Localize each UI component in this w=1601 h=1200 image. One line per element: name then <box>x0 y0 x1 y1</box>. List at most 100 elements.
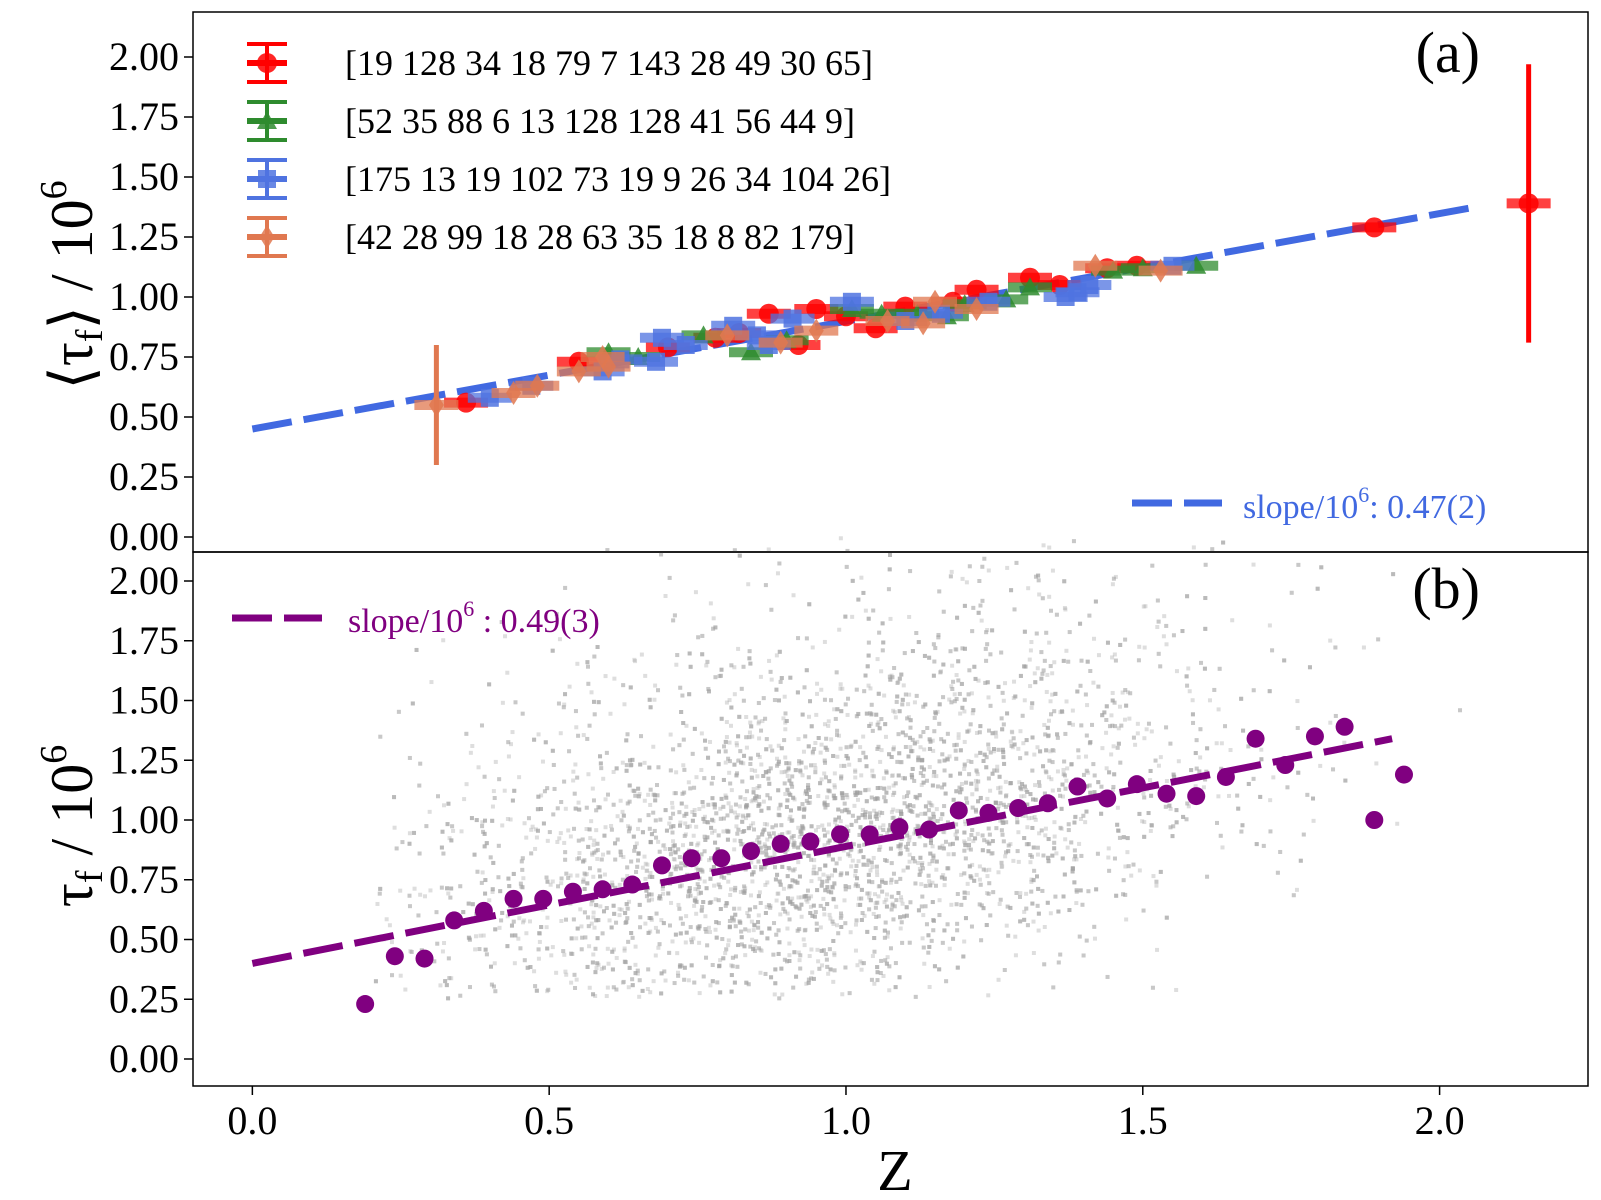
panel-b-cloud-point <box>1033 817 1038 822</box>
panel-b-cloud-point <box>1123 688 1128 693</box>
panel-b-cloud-point <box>837 815 842 820</box>
panel-b-cloud-point <box>1039 828 1044 833</box>
panel-b-cloud-point <box>635 968 640 973</box>
panel-b-cloud-point <box>766 903 771 908</box>
panel-b-cloud-point <box>967 564 972 569</box>
panel-b-cloud-point <box>835 728 840 733</box>
panel-b-cloud-point <box>1307 665 1312 670</box>
panel-b-cloud-point <box>694 911 699 916</box>
panel-b-cloud-point <box>884 790 889 795</box>
panel-b-cloud-point <box>1013 934 1018 939</box>
panel-b-cloud-point <box>834 923 839 928</box>
panel-b-cloud-point <box>1149 823 1154 828</box>
panel-b-cloud-point <box>569 936 574 941</box>
panel-b-cloud-point <box>1020 713 1025 718</box>
panel-b-cloud-point <box>536 794 541 799</box>
panel-b-cloud-point <box>677 823 682 828</box>
panel-b-cloud-point <box>711 819 716 824</box>
panel-b-cloud-point <box>823 863 828 868</box>
panel-b-cloud-point <box>788 808 793 813</box>
panel-b-cloud-point <box>502 788 507 793</box>
panel-b-cloud-point <box>1212 687 1217 692</box>
panel-b-cloud-point <box>1052 846 1057 851</box>
panel-b-cloud-point <box>697 885 702 890</box>
panel-b-cloud-point <box>867 891 872 896</box>
panel-b-cloud-point <box>717 963 722 968</box>
panel-b-cloud-point <box>840 793 845 798</box>
panel-b-cloud-point <box>582 910 587 915</box>
panel-b-cloud-point <box>673 791 678 796</box>
panel-b-cloud-point <box>687 692 692 697</box>
panel-b-cloud-point <box>1030 735 1035 740</box>
panel-b-cloud-point <box>569 951 574 956</box>
panel-b-cloud-point <box>751 870 756 875</box>
panel-b-cloud-point <box>640 988 645 993</box>
panel-b-cloud-point <box>1105 640 1110 645</box>
panel-b-cloud-point <box>744 980 749 985</box>
panel-b-cloud-point <box>1184 817 1189 822</box>
panel-b-cloud-point <box>622 948 627 953</box>
panel-b-cloud-point <box>587 723 592 728</box>
panel-b-cloud-point <box>789 884 794 889</box>
panel-b-cloud-point <box>931 855 936 860</box>
panel-b-cloud-point <box>1048 911 1053 916</box>
panel-b-cloud-point <box>721 829 726 834</box>
panel-b-cloud-point <box>932 729 937 734</box>
panel-b-cloud-point <box>770 825 775 830</box>
panel-b-cloud-point <box>1035 745 1040 750</box>
panel-b-cloud-point <box>911 804 916 809</box>
panel-b-cloud-point <box>851 842 856 847</box>
panel-b-cloud-point <box>823 805 828 810</box>
panel-b-cloud-point <box>951 852 956 857</box>
panel-b-cloud-point <box>912 842 917 847</box>
panel-b-cloud-point <box>875 900 880 905</box>
panel-b-cloud-point <box>773 981 778 986</box>
panel-b-cloud-point <box>916 860 921 865</box>
panel-b-cloud-point <box>1001 802 1006 807</box>
panel-b-cloud-point <box>706 755 711 760</box>
panel-b-cloud-point <box>860 911 865 916</box>
panel-b-cloud-point <box>648 787 653 792</box>
panel-b-cloud-point <box>492 961 497 966</box>
panel-b-cloud-point <box>943 791 948 796</box>
panel-b-cloud-point <box>966 692 971 697</box>
panel-b-cloud-point <box>1079 853 1084 858</box>
panel-b-cloud-point <box>987 841 992 846</box>
panel-b-cloud-point <box>1100 713 1105 718</box>
panel-b-cloud-point <box>1022 664 1027 669</box>
panel-b-cloud-point <box>762 821 767 826</box>
panel-b-cloud-point <box>1004 820 1009 825</box>
panel-b-cloud-point <box>699 852 704 857</box>
panel-b-cloud-point <box>476 765 481 770</box>
panel-b-cloud-point <box>773 865 778 870</box>
panel-b-cloud-point <box>1227 793 1232 798</box>
panel-b-cloud-point <box>705 835 710 840</box>
panel-b-cloud-point <box>653 793 658 798</box>
panel-b-cloud-point <box>611 947 616 952</box>
panel-b-cloud-point <box>690 818 695 823</box>
panel-b-cloud-point <box>768 744 773 749</box>
panel-b-cloud-point <box>761 773 766 778</box>
panel-b-cloud-point <box>897 676 902 681</box>
panel-b-cloud-point <box>872 949 877 954</box>
panel-b-cloud-point <box>1062 759 1067 764</box>
panel-b-cloud-point <box>839 774 844 779</box>
panel-b-cloud-point <box>952 743 957 748</box>
panel-b-cloud-point <box>706 686 711 691</box>
panel-b-cloud-point <box>1003 794 1008 799</box>
panel-b-cloud-point <box>646 898 651 903</box>
panel-b-cloud-point <box>673 791 678 796</box>
panel-b-cloud-point <box>954 829 959 834</box>
panel-b-cloud-point <box>811 903 816 908</box>
panel-b-cloud-point <box>986 742 991 747</box>
panel-b-cloud-point <box>694 824 699 829</box>
panel-b-cloud-point <box>774 932 779 937</box>
panel-b-cloud-point <box>1197 769 1202 774</box>
panel-b-cloud-point <box>629 931 634 936</box>
panel-b-cloud-point <box>432 959 437 964</box>
panel-b-cloud-point <box>733 888 738 893</box>
panel-b-cloud-point <box>730 964 735 969</box>
panel-a-ytick-label-4: 1.00 <box>109 274 179 319</box>
panel-b-cloud-point <box>703 927 708 932</box>
panel-b-cloud-point <box>923 843 928 848</box>
